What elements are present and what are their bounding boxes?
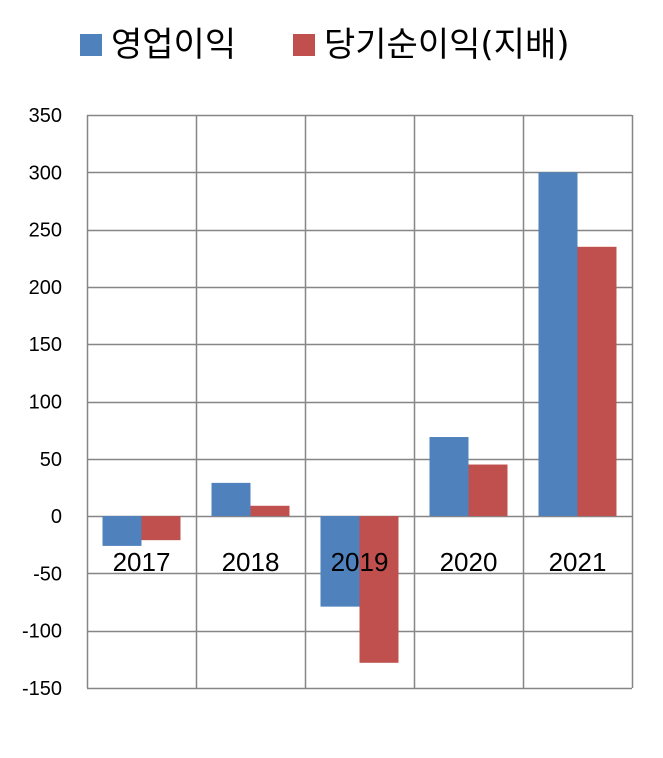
y-tick-label: -50: [33, 563, 62, 585]
legend-label-operating-profit: 영업이익: [111, 25, 236, 65]
y-tick-label: 350: [29, 105, 62, 127]
bar-operating-profit-2020: [429, 437, 469, 517]
bar-operating-profit-2019: [320, 516, 360, 607]
y-tick-label: 0: [51, 506, 62, 528]
bar-net-income-2019: [359, 516, 399, 663]
x-category-label: 2019: [331, 547, 389, 577]
legend-swatch-net-income: [293, 34, 315, 56]
bar-net-income-2017: [141, 516, 181, 541]
x-category-label: 2018: [222, 547, 280, 577]
bars: [102, 172, 617, 663]
bar-net-income-2018: [250, 505, 290, 517]
x-category-label: 2020: [440, 547, 498, 577]
y-tick-label: 150: [29, 334, 62, 356]
y-tick-label: 100: [29, 392, 62, 414]
bar-operating-profit-2021: [538, 172, 578, 517]
bar-net-income-2020: [468, 464, 508, 517]
y-tick-label: -150: [22, 678, 62, 700]
y-tick-label: 200: [29, 277, 62, 299]
y-tick-label: -100: [22, 621, 62, 643]
y-tick-label: 50: [40, 449, 62, 471]
bar-operating-profit-2018: [211, 482, 251, 517]
legend: 영업이익 당기순이익(지배): [80, 25, 570, 65]
y-tick-label: 300: [29, 162, 62, 184]
x-category-label: 2017: [113, 547, 171, 577]
bar-operating-profit-2017: [102, 516, 142, 546]
y-tick-label: 250: [29, 220, 62, 242]
x-axis-categories: 2017 2018 2019 2020 2021: [113, 547, 607, 577]
legend-label-net-income: 당기순이익(지배): [324, 25, 570, 65]
grid: [86, 114, 634, 690]
bar-net-income-2021: [577, 246, 617, 517]
legend-swatch-operating-profit: [80, 34, 102, 56]
x-category-label: 2021: [549, 547, 607, 577]
y-axis-ticks: 350 300 250 200 150 100 50 0 -50 -100 -150: [22, 105, 62, 700]
